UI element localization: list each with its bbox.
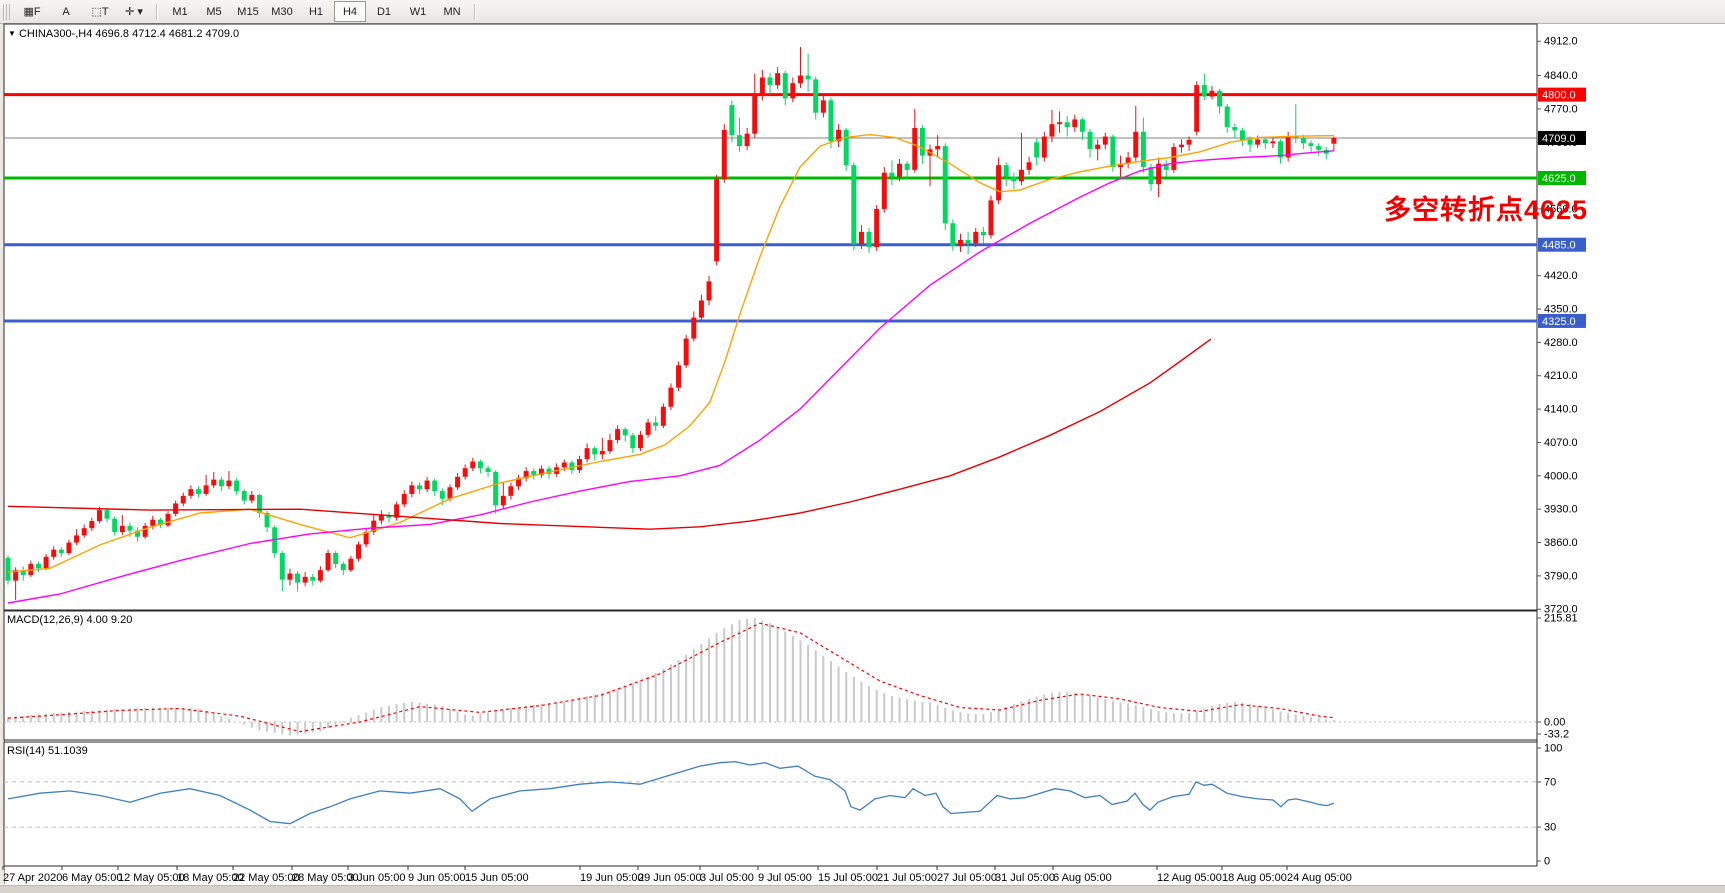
price-axis-label-3930: 3930.0 xyxy=(1544,504,1578,516)
macd-indicator-label: MACD(12,26,9) 4.00 9.20 xyxy=(7,614,133,626)
time-axis-label: 21 Jul 05:00 xyxy=(877,872,937,884)
time-axis-label: 12 Aug 05:00 xyxy=(1157,872,1222,884)
price-axis-label-4912: 4912.0 xyxy=(1544,36,1578,48)
time-axis-label: 12 May 05:00 xyxy=(118,872,185,884)
price-badge-4709 xyxy=(1538,130,1586,145)
price-axis-label-4070: 4070.0 xyxy=(1544,437,1578,449)
time-axis-label: 31 Jul 05:00 xyxy=(995,872,1055,884)
toolbar-separator xyxy=(474,3,476,20)
grid-f-icon[interactable]: ▦F xyxy=(23,6,41,18)
rsi-axis-label-70: 70 xyxy=(1544,776,1556,788)
price-axis-label-3720: 3720.0 xyxy=(1544,604,1578,616)
macd-axis-label-215.81: 215.81 xyxy=(1544,613,1578,625)
price-axis-label-4560: 4560.0 xyxy=(1544,203,1578,215)
text-box-icon[interactable]: ⬚T xyxy=(91,6,109,18)
toolbar-separator xyxy=(156,3,158,20)
time-axis-label: 28 May 05:00 xyxy=(292,872,359,884)
chart-annotation-text: 多空转折点4625 xyxy=(1384,195,1589,225)
font-a-icon[interactable]: A xyxy=(62,5,70,18)
timeframe-buttons: M1 M5 M15 M30 H1 H4 D1 W1 MN xyxy=(163,1,469,22)
price-badge-text-4325: 4325.0 xyxy=(1542,316,1576,328)
candles-layer xyxy=(5,46,1337,601)
macd-axis-label--33.2: -33.2 xyxy=(1544,729,1569,741)
timeframe-button-w1[interactable]: W1 xyxy=(409,5,427,18)
time-axis-label: 3 Jul 05:00 xyxy=(700,872,754,884)
price-badge-4625 xyxy=(1538,171,1586,185)
rsi-indicator-label: RSI(14) 51.1039 xyxy=(7,745,88,757)
ma-fast-orange xyxy=(7,133,1335,573)
time-axis-label: 24 Aug 05:00 xyxy=(1287,872,1352,884)
ma-slow-red xyxy=(7,338,1212,530)
timeframe-button-h4[interactable]: H4 xyxy=(334,1,366,22)
time-axis-label: 18 May 05:00 xyxy=(177,872,244,884)
timeframe-button-m5[interactable]: M5 xyxy=(206,5,222,18)
price-axis-label-4210: 4210.0 xyxy=(1544,370,1578,382)
price-badge-text-4709: 4709.0 xyxy=(1542,133,1576,145)
timeframe-button-h1[interactable]: H1 xyxy=(308,5,324,18)
price-badge-text-4625: 4625.0 xyxy=(1542,173,1576,185)
symbol-dropdown-icon[interactable]: ▼ xyxy=(8,29,16,38)
timeframe-button-mn[interactable]: MN xyxy=(443,5,461,18)
timeframe-button-m30[interactable]: M30 xyxy=(271,5,293,18)
price-badge-text-4485: 4485.0 xyxy=(1542,240,1576,252)
rsi-panel[interactable] xyxy=(3,741,1538,867)
price-panel[interactable] xyxy=(3,23,1538,611)
rsi-axis-label-100: 100 xyxy=(1544,743,1562,755)
time-axis-label: 29 Jun 05:00 xyxy=(638,872,702,884)
price-axis-label-4770: 4770.0 xyxy=(1544,103,1578,115)
symbol-title[interactable]: ▼ CHINA300-,H4 4696.8 4712.4 4681.2 4709… xyxy=(8,28,239,40)
ma-mid-magenta xyxy=(7,150,1335,604)
time-axis-label: 9 Jul 05:00 xyxy=(758,872,812,884)
cursor-mode-icon[interactable]: ✛ ▾ xyxy=(125,6,143,18)
axis-column xyxy=(1537,24,1725,884)
time-axis-label: 3 Jun 05:00 xyxy=(348,872,406,884)
time-axis-label: 15 Jun 05:00 xyxy=(465,872,529,884)
time-axis-label: 22 May 05:00 xyxy=(233,872,300,884)
price-axis-label-4140: 4140.0 xyxy=(1544,404,1578,416)
timeframe-button-m1[interactable]: M1 xyxy=(172,5,188,18)
price-badge-4325 xyxy=(1538,313,1586,328)
macd-histogram xyxy=(7,618,1335,736)
time-axis-label: 27 Apr 2020 xyxy=(3,872,62,884)
price-axis-label-4350: 4350.0 xyxy=(1544,304,1578,316)
rsi-axis-label-0: 0 xyxy=(1544,856,1550,868)
timeframe-button-d1[interactable]: D1 xyxy=(376,5,392,18)
price-axis-label-4000: 4000.0 xyxy=(1544,470,1578,482)
rsi-line xyxy=(7,760,1335,825)
price-axis-label-4280: 4280.0 xyxy=(1544,337,1578,349)
time-axis-label: 18 Aug 05:00 xyxy=(1222,872,1287,884)
toolbar-grip[interactable] xyxy=(3,3,11,20)
time-axis-label: 9 Jun 05:00 xyxy=(408,872,466,884)
rsi-axis-label-30: 30 xyxy=(1544,822,1556,834)
time-axis-label: 27 Jul 05:00 xyxy=(937,872,997,884)
price-axis-label-4840: 4840.0 xyxy=(1544,70,1578,82)
symbol-ohlc-text: CHINA300-,H4 4696.8 4712.4 4681.2 4709.0 xyxy=(18,28,240,40)
time-axis-label: 19 Jun 05:00 xyxy=(580,872,644,884)
price-axis-label-3860: 3860.0 xyxy=(1544,537,1578,549)
price-badge-4485 xyxy=(1538,237,1586,252)
macd-axis-label-0.00: 0.00 xyxy=(1544,717,1565,729)
timeframe-button-m15[interactable]: M15 xyxy=(237,5,259,18)
price-axis-label-4420: 4420.0 xyxy=(1544,270,1578,282)
time-axis-label: 6 Aug 05:00 xyxy=(1053,872,1112,884)
price-badge-text-4800: 4800.0 xyxy=(1542,90,1576,102)
time-axis-label: 6 May 05:00 xyxy=(62,872,123,884)
price-badge-4800 xyxy=(1538,87,1586,102)
price-axis-label-3790: 3790.0 xyxy=(1544,570,1578,582)
status-strip xyxy=(0,885,1725,893)
time-axis-label: 15 Jul 05:00 xyxy=(818,872,878,884)
